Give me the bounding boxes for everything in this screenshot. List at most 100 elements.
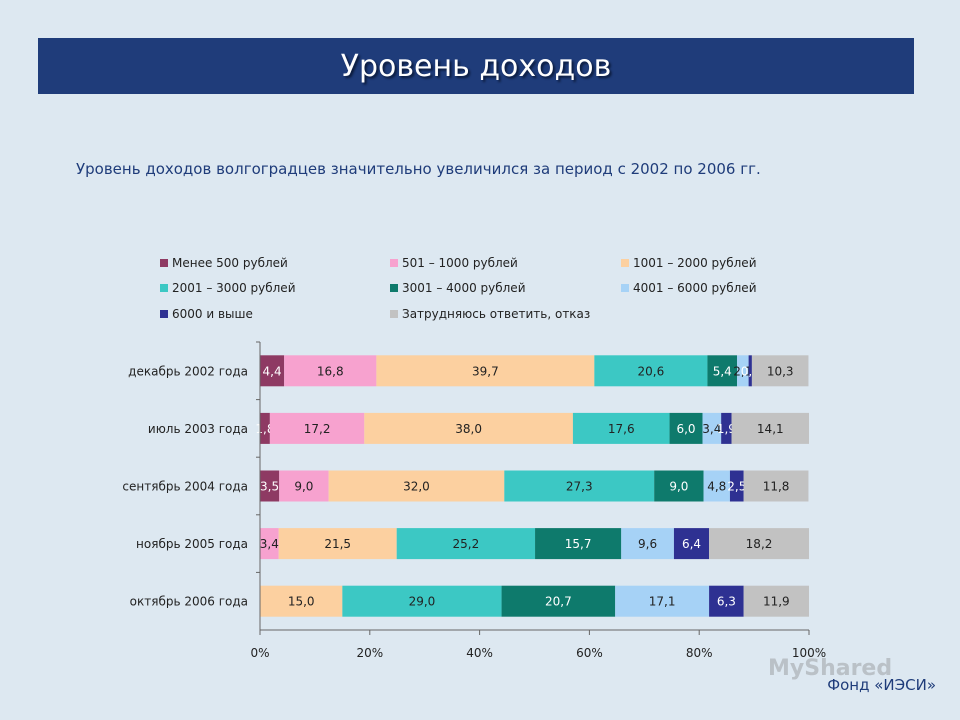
- bar-segment-3-4: [504, 470, 655, 502]
- bar-segment-4-4: [396, 528, 536, 560]
- x-tick-label-1: 0%: [250, 646, 269, 660]
- data-label-1-8: 10,3: [767, 364, 794, 378]
- legend-swatch-4: [160, 284, 168, 292]
- legend-swatch-5: [390, 284, 398, 292]
- bar-segment-4-3: [278, 528, 397, 560]
- bar-segment-3-3: [328, 470, 505, 502]
- legend-label-2: 501 – 1000 рублей: [402, 256, 518, 270]
- data-label-2-6: 3,4: [702, 422, 721, 436]
- data-label-5-8: 11,9: [763, 595, 790, 609]
- data-label-2-4: 17,6: [608, 422, 635, 436]
- bar-segment-2-4: [572, 412, 670, 444]
- legend-label-4: 2001 – 3000 рублей: [172, 281, 296, 295]
- data-label-4-4: 25,2: [453, 537, 480, 551]
- legend-label-6: 4001 – 6000 рублей: [633, 281, 757, 295]
- title-banner: Уровень доходов: [38, 38, 914, 94]
- data-label-1-6: 2,1: [733, 364, 752, 378]
- data-label-2-5: 6,0: [676, 422, 695, 436]
- data-label-4-5: 15,7: [565, 537, 592, 551]
- data-label-3-7: 2,5: [727, 480, 746, 494]
- x-tick-label-6: 100%: [792, 646, 826, 660]
- bar-segment-3-5: [654, 470, 704, 502]
- legend-label-7: 6000 и выше: [172, 307, 253, 321]
- data-label-5-7: 6,3: [717, 595, 736, 609]
- category-label-2: июль 2003 года: [148, 422, 248, 436]
- data-label-4-7: 6,4: [682, 537, 701, 551]
- category-label-5: октябрь 2006 года: [130, 595, 248, 609]
- data-label-5-4: 29,0: [409, 595, 436, 609]
- x-tick-label-3: 40%: [466, 646, 493, 660]
- data-label-3-1: 3,5: [260, 480, 279, 494]
- bar-segment-4-5: [535, 528, 622, 560]
- legend-label-1: Менее 500 рублей: [172, 256, 288, 270]
- data-label-3-8: 11,8: [763, 480, 790, 494]
- watermark-logo: MyShared: [768, 656, 893, 681]
- x-tick-label-4: 60%: [576, 646, 603, 660]
- bar-segment-2-2: [269, 412, 365, 444]
- bar-segment-2-6: [702, 412, 722, 444]
- data-label-4-8: 18,2: [746, 537, 773, 551]
- legend-swatch-2: [390, 259, 398, 267]
- legend-swatch-3: [621, 259, 629, 267]
- bar-segment-5-7: [709, 585, 744, 617]
- data-label-2-7: 1,9: [717, 422, 736, 436]
- bar-segment-4-8: [709, 528, 809, 560]
- data-label-4-3: 21,5: [324, 537, 351, 551]
- bar-segment-5-6: [615, 585, 710, 617]
- bar-segment-4-7: [673, 528, 710, 560]
- legend-label-3: 1001 – 2000 рублей: [633, 256, 757, 270]
- bar-segment-1-5: [707, 355, 738, 387]
- data-label-1-3: 39,7: [472, 364, 499, 378]
- data-label-5-3: 15,0: [288, 595, 315, 609]
- data-label-2-8: 14,1: [757, 422, 784, 436]
- bar-segment-2-1: [260, 412, 270, 444]
- category-label-4: ноябрь 2005 года: [136, 537, 248, 551]
- legend-swatch-7: [160, 310, 168, 318]
- legend-swatch-6: [621, 284, 629, 292]
- bar-segment-1-7: [748, 355, 752, 387]
- data-label-1-1: 4,4: [263, 364, 282, 378]
- bar-segment-3-6: [703, 470, 730, 502]
- page-title: Уровень доходов: [340, 48, 612, 84]
- data-label-3-5: 9,0: [669, 480, 688, 494]
- bar-segment-2-3: [364, 412, 573, 444]
- data-label-2-3: 38,0: [455, 422, 482, 436]
- data-label-1-4: 20,6: [638, 364, 665, 378]
- data-label-5-6: 17,1: [649, 595, 676, 609]
- data-label-1-5: 5,4: [713, 364, 732, 378]
- bar-segment-5-8: [743, 585, 809, 617]
- data-label-4-6: 9,6: [638, 537, 657, 551]
- bar-segment-3-7: [729, 470, 744, 502]
- bar-segment-5-4: [342, 585, 502, 617]
- x-tick-label-2: 20%: [356, 646, 383, 660]
- legend-swatch-8: [390, 310, 398, 318]
- data-label-3-3: 32,0: [403, 480, 430, 494]
- legend-swatch-1: [160, 259, 168, 267]
- bar-segment-2-8: [731, 412, 809, 444]
- bar-segment-1-6: [737, 355, 749, 387]
- bar-segment-3-8: [743, 470, 809, 502]
- data-label-5-5: 20,7: [545, 595, 572, 609]
- footer-credit: Фонд «ИЭСИ»: [827, 676, 936, 694]
- category-label-1: декабрь 2002 года: [128, 364, 248, 378]
- subtitle: Уровень доходов волгоградцев значительно…: [76, 160, 761, 178]
- bar-segment-1-4: [594, 355, 708, 387]
- bar-segment-2-5: [669, 412, 703, 444]
- bar-segment-3-1: [260, 470, 280, 502]
- legend-label-5: 3001 – 4000 рублей: [402, 281, 526, 295]
- category-label-3: сентябрь 2004 года: [122, 480, 248, 494]
- data-label-4-2: 3,4: [260, 537, 279, 551]
- bar-segment-3-2: [279, 470, 329, 502]
- bar-segment-5-5: [501, 585, 616, 617]
- bar-segment-1-1: [260, 355, 285, 387]
- data-label-3-2: 9,0: [294, 480, 313, 494]
- bar-segment-1-8: [751, 355, 809, 387]
- bar-segment-5-3: [260, 585, 343, 617]
- bar-segment-4-2: [260, 528, 279, 560]
- data-label-1-2: 16,8: [317, 364, 344, 378]
- data-label-2-2: 17,2: [304, 422, 331, 436]
- legend-label-8: Затрудняюсь ответить, отказ: [402, 307, 590, 321]
- data-label-3-4: 27,3: [566, 480, 593, 494]
- bar-segment-1-2: [284, 355, 377, 387]
